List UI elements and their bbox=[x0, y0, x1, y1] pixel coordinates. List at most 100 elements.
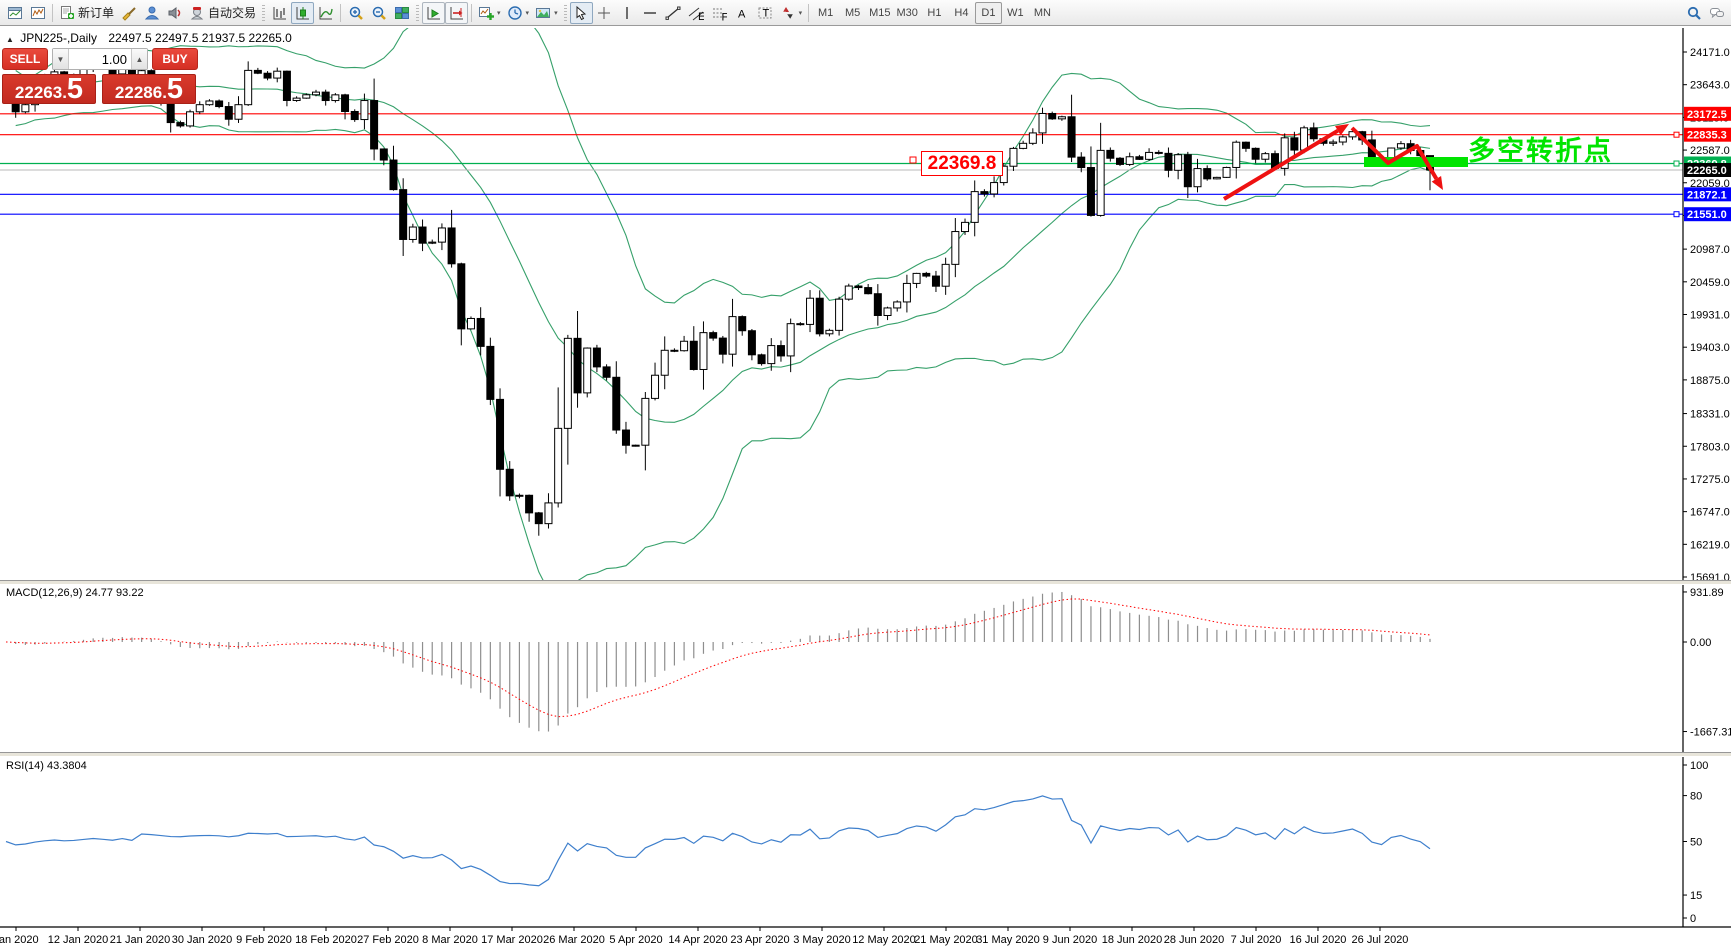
svg-text:21872.1: 21872.1 bbox=[1687, 189, 1727, 201]
svg-text:8 Mar 2020: 8 Mar 2020 bbox=[422, 934, 478, 946]
main-toolbar: 新订单 自动交易 ▾ ▾ ▾ ▾ M1 M5 M15 M30 H1 H4 D1 W1 MN bbox=[0, 0, 1731, 26]
sell-price-pip: 5 bbox=[66, 73, 84, 105]
horizontal-line-button[interactable] bbox=[639, 2, 662, 24]
pane-separator-macd[interactable] bbox=[0, 580, 1731, 585]
chat-button[interactable] bbox=[1705, 2, 1728, 24]
svg-text:22059.0: 22059.0 bbox=[1690, 178, 1730, 190]
new-order-button[interactable]: 新订单 bbox=[56, 2, 117, 24]
buy-price-main: 22286. bbox=[114, 83, 167, 102]
timeframe-mn-button[interactable]: MN bbox=[1033, 6, 1051, 19]
buy-button[interactable]: BUY bbox=[152, 48, 198, 70]
fibonacci-button[interactable] bbox=[708, 2, 731, 24]
svg-text:26 Jul 2020: 26 Jul 2020 bbox=[1352, 934, 1409, 946]
sell-price-tile[interactable]: 22263. 5 bbox=[2, 74, 96, 104]
line-chart-button[interactable] bbox=[314, 2, 337, 24]
autotrade-button-label: 自动交易 bbox=[208, 6, 257, 20]
svg-text:22587.0: 22587.0 bbox=[1690, 145, 1730, 157]
symbol-period: JPN225-,Daily bbox=[20, 31, 97, 45]
sell-button[interactable]: SELL bbox=[2, 48, 48, 70]
chart-window-icon[interactable] bbox=[3, 2, 26, 24]
candlestick-chart-button[interactable] bbox=[291, 1, 315, 24]
news-icon-icon bbox=[167, 5, 183, 21]
buy-price-tile[interactable]: 22286. 5 bbox=[102, 74, 196, 104]
text-label-button[interactable] bbox=[754, 2, 777, 24]
buy-price-pip: 5 bbox=[166, 73, 184, 105]
timeframe-h1-button[interactable]: H1 bbox=[927, 6, 942, 19]
timeframe-d1-button[interactable]: D1 bbox=[974, 1, 1002, 24]
new-chart-button[interactable]: ▾ bbox=[475, 2, 504, 24]
annotation-price-box[interactable]: 22369.8 bbox=[921, 151, 1003, 176]
volume-input[interactable] bbox=[69, 49, 131, 69]
svg-text:16219.0: 16219.0 bbox=[1690, 539, 1730, 551]
svg-text:20987.0: 20987.0 bbox=[1690, 244, 1730, 256]
arrows-button[interactable]: ▾ bbox=[777, 2, 806, 24]
dropdown-arrow-icon[interactable]: ▾ bbox=[525, 9, 530, 17]
rsi-indicator-label: RSI(14) 43.3804 bbox=[6, 760, 87, 772]
svg-text:23643.0: 23643.0 bbox=[1690, 80, 1730, 92]
svg-text:12 Jan 2020: 12 Jan 2020 bbox=[48, 934, 109, 946]
toolbar-separator bbox=[416, 4, 420, 21]
timeframe-w1-button[interactable]: W1 bbox=[1007, 6, 1024, 19]
channel-icon bbox=[688, 5, 704, 21]
svg-text:7 Jul 2020: 7 Jul 2020 bbox=[1231, 934, 1282, 946]
toolbar-separator bbox=[52, 3, 53, 22]
chart-shift-icon bbox=[449, 5, 465, 21]
autotrade-button[interactable]: 自动交易 bbox=[186, 2, 259, 24]
new-chart-icon bbox=[478, 5, 494, 21]
dropdown-arrow-icon[interactable]: ▾ bbox=[798, 9, 803, 17]
toolbar-separator bbox=[262, 4, 266, 21]
svg-text:80: 80 bbox=[1690, 791, 1702, 803]
chart-window-icon-icon bbox=[7, 5, 23, 21]
svg-text:0.00: 0.00 bbox=[1690, 637, 1711, 649]
svg-text:100: 100 bbox=[1690, 760, 1708, 772]
svg-text:21 May 2020: 21 May 2020 bbox=[914, 934, 978, 946]
toolbar-separator bbox=[340, 3, 342, 22]
channel-button[interactable] bbox=[685, 2, 708, 24]
templates-button[interactable]: ▾ bbox=[532, 2, 561, 24]
auto-scroll-button[interactable] bbox=[422, 1, 446, 24]
dropdown-arrow-icon[interactable]: ▾ bbox=[554, 9, 558, 17]
svg-text:18 Feb 2020: 18 Feb 2020 bbox=[295, 934, 357, 946]
crosshair-icon bbox=[596, 5, 612, 21]
tile-windows-button[interactable] bbox=[390, 2, 413, 24]
svg-text:20459.0: 20459.0 bbox=[1690, 277, 1730, 289]
broom-icon-icon bbox=[121, 5, 137, 21]
zoom-out-button[interactable] bbox=[367, 2, 390, 24]
svg-text:14 Apr 2020: 14 Apr 2020 bbox=[668, 934, 727, 946]
timeframe-h4-button[interactable]: H4 bbox=[954, 6, 969, 19]
crosshair-button[interactable] bbox=[593, 2, 616, 24]
bar-chart-button[interactable] bbox=[268, 2, 291, 24]
trendline-icon bbox=[665, 5, 681, 21]
toolbar-separator bbox=[471, 3, 473, 22]
vertical-line-button[interactable] bbox=[616, 2, 639, 24]
tick-chart-icon[interactable] bbox=[26, 2, 49, 24]
cursor-button[interactable] bbox=[569, 1, 593, 24]
horizontal-line-icon bbox=[642, 5, 658, 21]
chart-shift-button[interactable] bbox=[445, 1, 469, 24]
zoom-in-button[interactable] bbox=[344, 2, 367, 24]
text-label-icon bbox=[757, 5, 773, 21]
volume-decrease-button[interactable]: ▼ bbox=[53, 49, 69, 69]
svg-text:931.89: 931.89 bbox=[1690, 587, 1724, 599]
trendline-button[interactable] bbox=[662, 2, 685, 24]
profile-icon[interactable] bbox=[140, 2, 163, 24]
timeframe-m15-button[interactable]: M15 bbox=[869, 6, 891, 19]
svg-text:24171.0: 24171.0 bbox=[1690, 47, 1730, 59]
timeframe-m1-button[interactable]: M1 bbox=[817, 6, 834, 19]
pane-separator-rsi[interactable] bbox=[0, 752, 1731, 757]
text-button[interactable] bbox=[731, 2, 754, 24]
volume-increase-button[interactable]: ▲ bbox=[131, 49, 147, 69]
annotation-turning-point[interactable]: 多空转折点 bbox=[1468, 136, 1613, 166]
periods-icon bbox=[507, 5, 523, 21]
text-icon bbox=[734, 5, 750, 21]
line-chart-icon bbox=[318, 5, 334, 21]
periods-button[interactable]: ▾ bbox=[504, 2, 533, 24]
broom-icon[interactable] bbox=[117, 2, 140, 24]
news-icon[interactable] bbox=[163, 2, 186, 24]
svg-text:17 Mar 2020: 17 Mar 2020 bbox=[481, 934, 543, 946]
dropdown-arrow-icon[interactable]: ▾ bbox=[497, 9, 501, 17]
timeframe-m30-button[interactable]: M30 bbox=[896, 6, 918, 19]
timeframe-m5-button[interactable]: M5 bbox=[844, 6, 861, 19]
search-button[interactable] bbox=[1682, 2, 1705, 24]
